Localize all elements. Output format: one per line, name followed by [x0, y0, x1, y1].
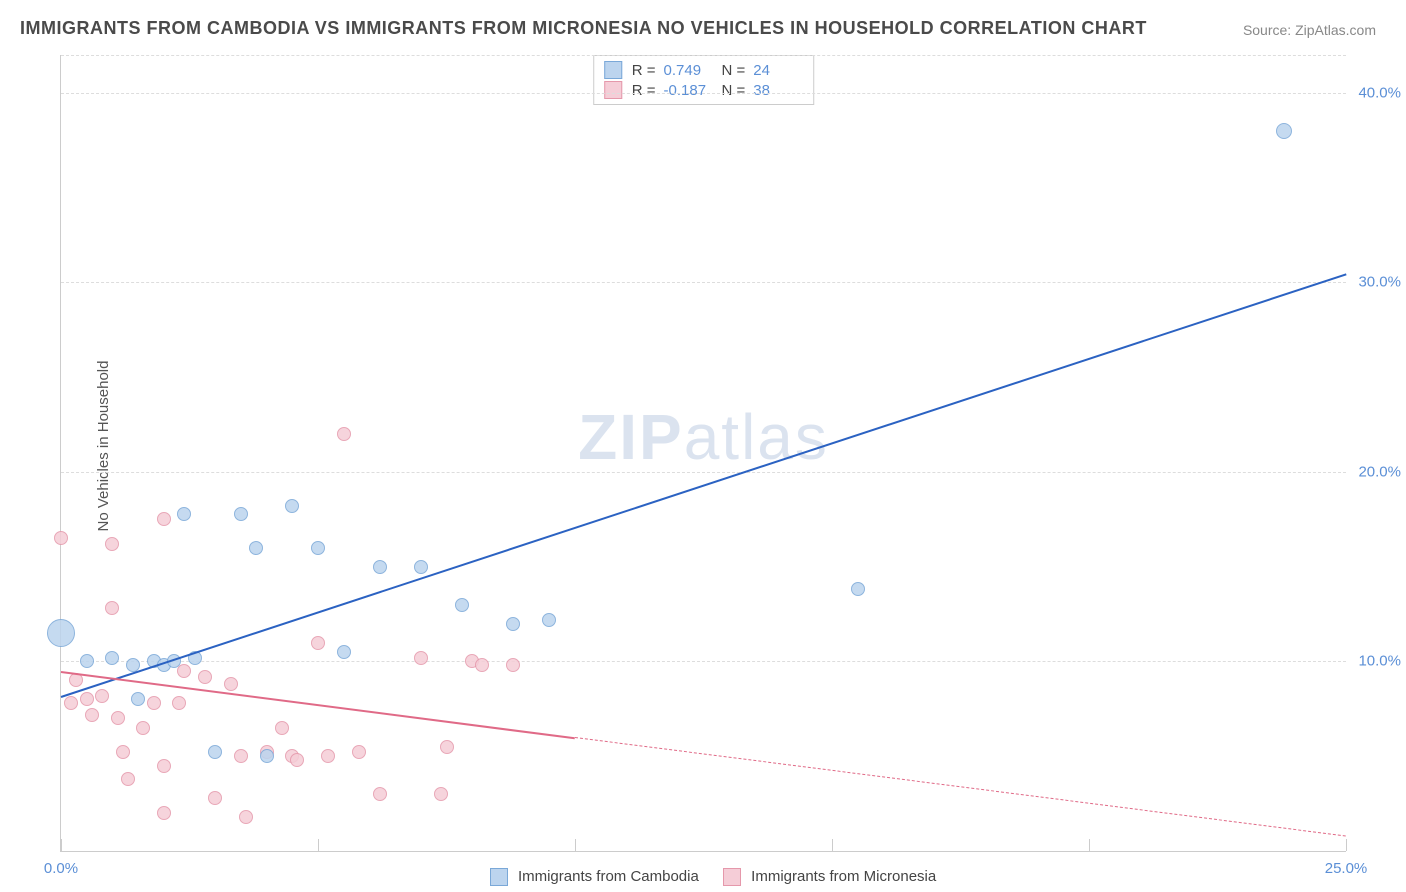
- gridline-v: [832, 839, 833, 851]
- r-label: R =: [632, 62, 656, 79]
- y-tick-label: 10.0%: [1358, 653, 1401, 670]
- scatter-point-micronesia: [434, 787, 448, 801]
- y-tick-label: 20.0%: [1358, 463, 1401, 480]
- gridline-v: [318, 839, 319, 851]
- n-value-a: 24: [753, 62, 803, 79]
- stats-row-b: R = -0.187 N = 38: [604, 80, 804, 100]
- y-tick-label: 30.0%: [1358, 274, 1401, 291]
- stats-box: R = 0.749 N = 24 R = -0.187 N = 38: [593, 55, 815, 105]
- scatter-point-micronesia: [224, 677, 238, 691]
- gridline-v: [61, 839, 62, 851]
- scatter-point-micronesia: [116, 745, 130, 759]
- scatter-point-micronesia: [136, 721, 150, 735]
- y-tick-label: 40.0%: [1358, 84, 1401, 101]
- n-label: N =: [722, 62, 746, 79]
- scatter-point-micronesia: [157, 759, 171, 773]
- r-label: R =: [632, 82, 656, 99]
- scatter-point-micronesia: [290, 753, 304, 767]
- scatter-point-micronesia: [54, 531, 68, 545]
- legend: Immigrants from Cambodia Immigrants from…: [0, 868, 1406, 886]
- scatter-point-cambodia: [373, 560, 387, 574]
- r-value-b: -0.187: [664, 82, 714, 99]
- scatter-point-cambodia: [80, 654, 94, 668]
- swatch-micronesia-icon: [604, 81, 622, 99]
- scatter-point-cambodia: [177, 507, 191, 521]
- gridline-v: [1346, 839, 1347, 851]
- scatter-point-micronesia: [275, 721, 289, 735]
- scatter-point-cambodia: [414, 560, 428, 574]
- gridline-v: [1089, 839, 1090, 851]
- scatter-point-cambodia: [506, 617, 520, 631]
- scatter-point-micronesia: [105, 537, 119, 551]
- legend-label-a: Immigrants from Cambodia: [518, 868, 699, 885]
- legend-swatch-cambodia-icon: [490, 868, 508, 886]
- scatter-point-micronesia: [80, 692, 94, 706]
- scatter-point-cambodia: [260, 749, 274, 763]
- source-label: Source: ZipAtlas.com: [1243, 22, 1376, 38]
- scatter-point-micronesia: [337, 427, 351, 441]
- legend-swatch-micronesia-icon: [723, 868, 741, 886]
- scatter-point-micronesia: [506, 658, 520, 672]
- stats-row-a: R = 0.749 N = 24: [604, 60, 804, 80]
- scatter-point-micronesia: [157, 512, 171, 526]
- gridline-h: [61, 93, 1346, 94]
- scatter-point-cambodia: [131, 692, 145, 706]
- scatter-point-micronesia: [177, 664, 191, 678]
- swatch-cambodia-icon: [604, 61, 622, 79]
- scatter-point-micronesia: [172, 696, 186, 710]
- scatter-point-cambodia: [208, 745, 222, 759]
- scatter-point-micronesia: [475, 658, 489, 672]
- scatter-point-cambodia: [249, 541, 263, 555]
- scatter-point-micronesia: [198, 670, 212, 684]
- chart-title: IMMIGRANTS FROM CAMBODIA VS IMMIGRANTS F…: [20, 18, 1147, 39]
- watermark: ZIPatlas: [578, 400, 829, 474]
- scatter-point-cambodia: [285, 499, 299, 513]
- scatter-point-micronesia: [373, 787, 387, 801]
- scatter-point-micronesia: [85, 708, 99, 722]
- gridline-h: [61, 55, 1346, 56]
- scatter-point-micronesia: [311, 636, 325, 650]
- scatter-point-micronesia: [157, 806, 171, 820]
- scatter-point-cambodia: [337, 645, 351, 659]
- scatter-point-micronesia: [147, 696, 161, 710]
- chart-plot-area: ZIPatlas R = 0.749 N = 24 R = -0.187 N =…: [60, 55, 1346, 852]
- trend-line: [61, 273, 1347, 698]
- scatter-point-cambodia: [105, 651, 119, 665]
- gridline-h: [61, 282, 1346, 283]
- scatter-point-micronesia: [440, 740, 454, 754]
- scatter-point-cambodia: [851, 582, 865, 596]
- gridline-v: [575, 839, 576, 851]
- scatter-point-micronesia: [414, 651, 428, 665]
- scatter-point-micronesia: [64, 696, 78, 710]
- scatter-point-cambodia: [542, 613, 556, 627]
- scatter-point-micronesia: [105, 601, 119, 615]
- scatter-point-micronesia: [111, 711, 125, 725]
- trend-line-dashed: [575, 737, 1346, 837]
- scatter-point-micronesia: [95, 689, 109, 703]
- gridline-h: [61, 472, 1346, 473]
- scatter-point-micronesia: [234, 749, 248, 763]
- scatter-point-micronesia: [121, 772, 135, 786]
- watermark-light: atlas: [684, 401, 829, 473]
- legend-label-b: Immigrants from Micronesia: [751, 868, 936, 885]
- scatter-point-cambodia: [47, 619, 75, 647]
- r-value-a: 0.749: [664, 62, 714, 79]
- scatter-point-cambodia: [455, 598, 469, 612]
- scatter-point-micronesia: [239, 810, 253, 824]
- n-value-b: 38: [753, 82, 803, 99]
- scatter-point-micronesia: [352, 745, 366, 759]
- scatter-point-cambodia: [1276, 123, 1292, 139]
- n-label: N =: [722, 82, 746, 99]
- scatter-point-micronesia: [321, 749, 335, 763]
- scatter-point-micronesia: [208, 791, 222, 805]
- scatter-point-cambodia: [234, 507, 248, 521]
- watermark-bold: ZIP: [578, 401, 684, 473]
- scatter-point-cambodia: [311, 541, 325, 555]
- gridline-h: [61, 661, 1346, 662]
